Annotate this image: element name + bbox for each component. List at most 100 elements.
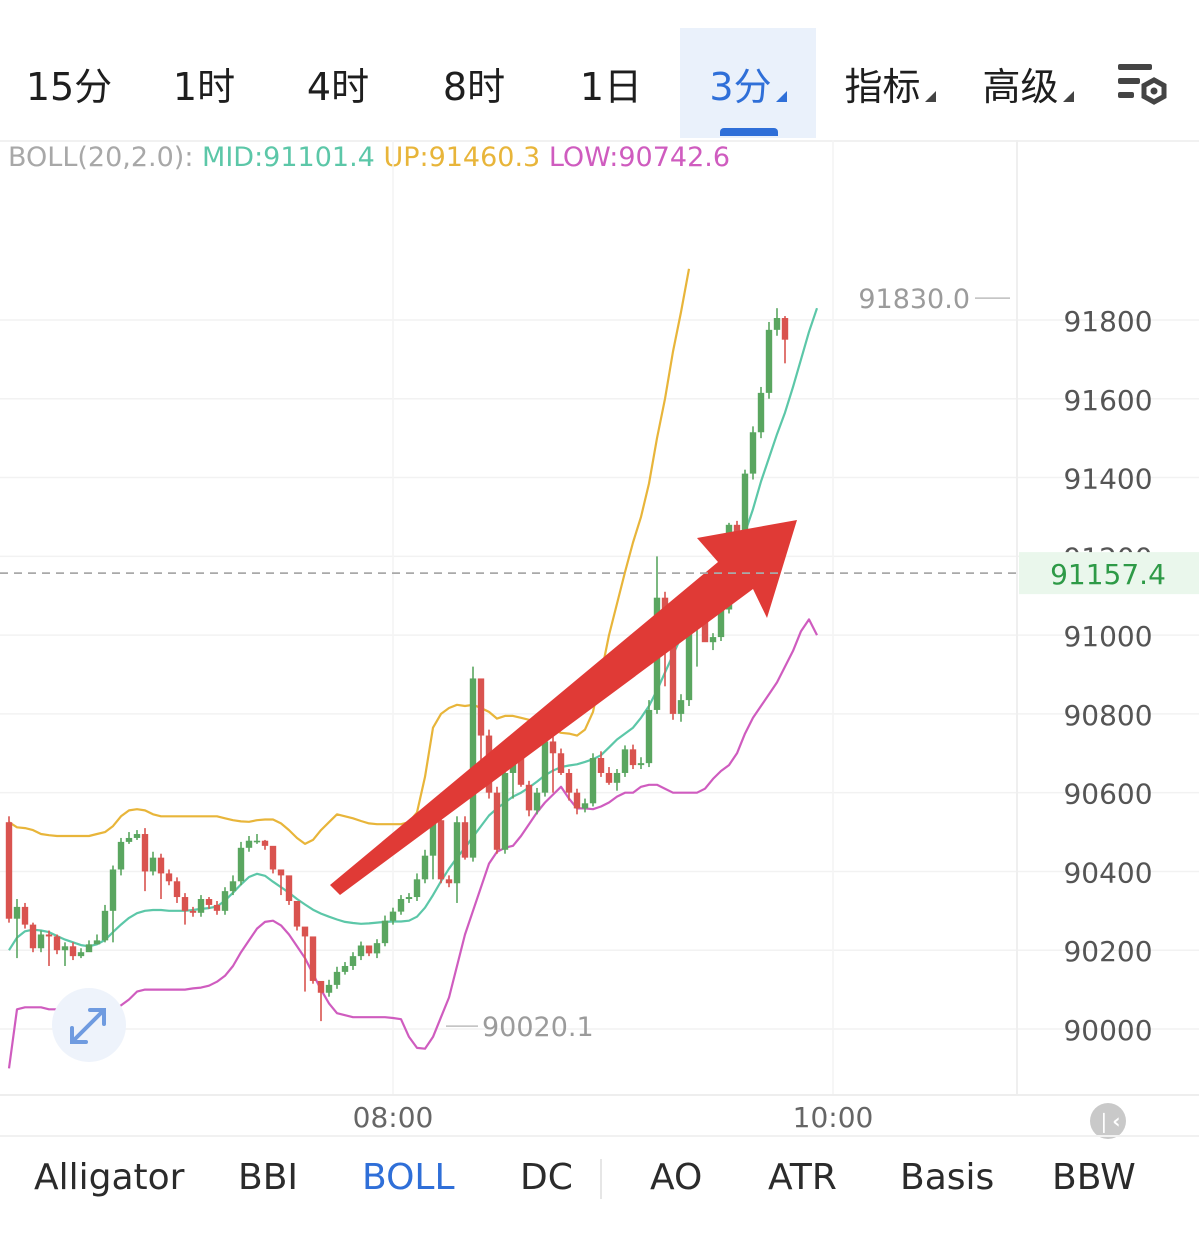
candle	[341, 962, 349, 975]
candle	[333, 966, 341, 989]
red-up-arrow	[330, 520, 797, 895]
candle	[133, 830, 141, 840]
tab-1d[interactable]: 1日	[542, 28, 680, 138]
tab-8h[interactable]: 8时	[406, 28, 542, 138]
candle	[53, 934, 61, 955]
candle-body	[365, 945, 373, 954]
indicator-basis[interactable]: Basis	[900, 1157, 995, 1198]
expand-chart-button[interactable]	[52, 988, 126, 1062]
candle-body	[589, 758, 597, 804]
candlestick-chart[interactable]: 9180091600914009120091000908009060090400…	[0, 140, 1199, 1135]
tab-label: 8时	[442, 64, 506, 109]
candle	[597, 751, 605, 777]
candle-body	[629, 749, 637, 766]
y-tick-label: 91600	[1063, 384, 1152, 417]
indicator-bbw[interactable]: BBW	[1052, 1157, 1136, 1198]
tab-1h[interactable]: 1时	[138, 28, 270, 138]
y-tick-label: 90000	[1063, 1014, 1152, 1047]
indicator-alligator[interactable]: Alligator	[34, 1157, 185, 1198]
candle	[5, 816, 13, 923]
tab-label: 1时	[172, 64, 236, 109]
jump-to-latest-icon: ❘‹	[1095, 1109, 1121, 1133]
tab-indicators-menu[interactable]: 指标	[830, 28, 950, 138]
collapse-right-button[interactable]: ❘‹	[1090, 1103, 1126, 1139]
indicator-divider	[600, 1159, 602, 1199]
tab-label: 15分	[25, 64, 113, 109]
candle	[349, 952, 357, 970]
candle	[101, 904, 109, 943]
candle-body	[445, 879, 453, 884]
candle-body	[557, 753, 565, 773]
candle-body	[549, 741, 557, 754]
candle-body	[357, 945, 365, 957]
candle-body	[573, 792, 581, 809]
candle-body	[597, 758, 605, 773]
candle	[501, 767, 509, 854]
candle-body	[317, 980, 325, 993]
candle-body	[341, 965, 349, 972]
candle	[749, 426, 757, 480]
candle-body	[29, 924, 37, 949]
dropdown-caret-icon	[924, 90, 936, 102]
candle-body	[437, 820, 445, 880]
candle-body	[253, 840, 261, 843]
indicator-boll[interactable]: BOLL	[362, 1157, 455, 1198]
candle	[405, 893, 413, 903]
candle-body	[477, 678, 485, 736]
candle	[253, 834, 261, 844]
candle-body	[5, 822, 13, 919]
candle	[189, 906, 197, 917]
candle-body	[461, 822, 469, 858]
candle	[581, 798, 589, 813]
candle	[309, 936, 317, 984]
candle-body	[133, 834, 141, 838]
indicator-bbi[interactable]: BBI	[238, 1157, 299, 1198]
candle	[181, 893, 189, 925]
trend-arrow	[330, 520, 797, 895]
candle-body	[781, 318, 789, 340]
candle	[45, 930, 53, 966]
candle	[37, 930, 45, 953]
candle	[421, 849, 429, 884]
candle-body	[757, 392, 765, 433]
candle	[437, 816, 445, 884]
candle-body	[125, 837, 133, 842]
candle-body	[181, 897, 189, 911]
candle-body	[605, 772, 613, 783]
tab-4h[interactable]: 4时	[270, 28, 406, 138]
candle-body	[69, 946, 77, 957]
time-axis: 08:00 10:00	[353, 1101, 874, 1134]
chart-settings-icon[interactable]	[1112, 58, 1172, 110]
tab-15m[interactable]: 15分	[0, 28, 138, 138]
candle-body	[85, 944, 93, 953]
boll-lower-line	[7, 618, 818, 1069]
candle-body	[765, 329, 773, 393]
candle	[365, 945, 373, 957]
indicator-dc[interactable]: DC	[520, 1157, 573, 1198]
indicator-atr[interactable]: ATR	[768, 1157, 837, 1198]
candle-body	[149, 857, 157, 872]
x-tick-label: 10:00	[793, 1101, 874, 1134]
boll-upper-line	[8, 268, 691, 846]
candle	[269, 845, 277, 874]
price-axis: 9180091600914009120091000908009060090400…	[1063, 305, 1152, 1047]
candle	[645, 700, 653, 768]
tab-advanced-menu[interactable]: 高级	[968, 28, 1088, 138]
candle-body	[645, 709, 653, 764]
candle-body	[413, 879, 421, 898]
candle	[413, 873, 421, 901]
candle	[29, 922, 37, 953]
candle	[125, 832, 133, 844]
candle-body	[261, 840, 269, 846]
candle	[461, 816, 469, 860]
candle	[557, 748, 565, 775]
candle	[205, 897, 213, 909]
tab-3m[interactable]: 3分	[680, 28, 816, 138]
tab-label: 指标	[844, 64, 921, 109]
boll-legend: BOLL(20,2.0): MID:91101.4 UP:91460.3 LOW…	[8, 142, 730, 173]
candle	[493, 786, 501, 854]
candle	[381, 915, 389, 947]
indicator-ao[interactable]: AO	[650, 1157, 703, 1198]
candle-body	[325, 984, 333, 993]
candle-body	[493, 792, 501, 850]
